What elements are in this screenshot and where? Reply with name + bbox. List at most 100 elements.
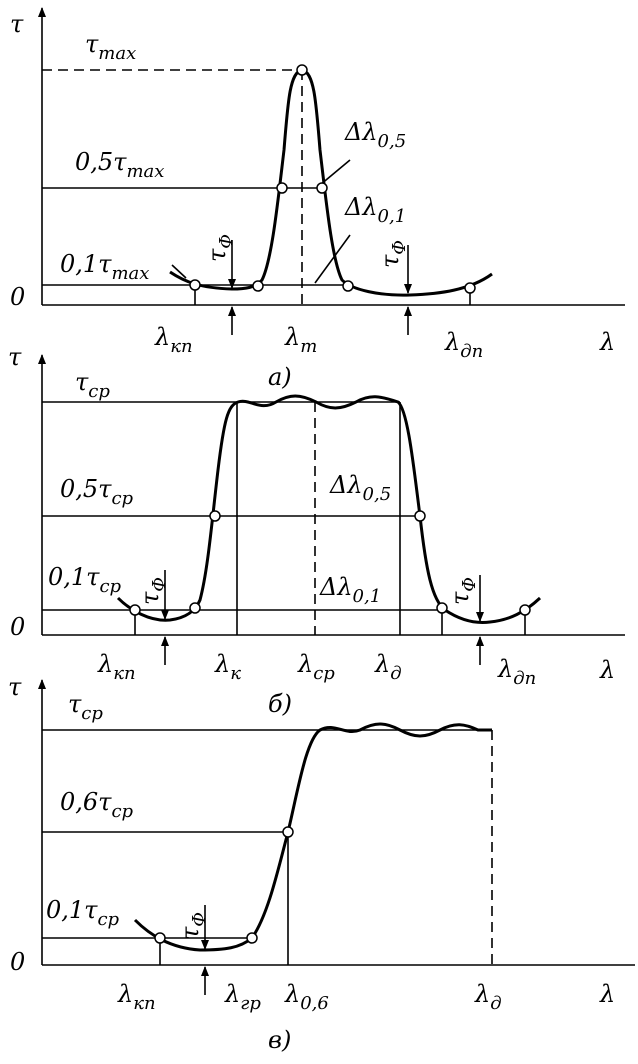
- label: 0: [10, 613, 25, 641]
- label-sub: Φ: [216, 234, 237, 249]
- label-main: λ: [154, 323, 170, 351]
- label-main: τ: [75, 368, 89, 396]
- label-sub: Φ: [389, 240, 410, 255]
- label: τср: [68, 690, 103, 724]
- label: Δλ0,1: [344, 193, 406, 227]
- label-main: Δλ: [329, 471, 363, 499]
- label: 0: [10, 948, 25, 976]
- label-sub: ср: [88, 381, 110, 402]
- label: 0: [10, 283, 25, 311]
- label: λк: [214, 650, 241, 684]
- label: λ: [599, 328, 615, 356]
- label-main: τ: [8, 673, 22, 701]
- label-main: τ: [446, 591, 474, 605]
- label: τΦ: [176, 912, 210, 940]
- label: λ0,6: [284, 980, 329, 1014]
- label-main: λ: [497, 655, 513, 683]
- label: Δλ0,5: [329, 471, 391, 505]
- label-sub: 0,6: [300, 993, 329, 1014]
- caption: а): [268, 363, 292, 391]
- label-sub: ср: [111, 801, 133, 822]
- label: τср: [75, 368, 110, 402]
- label-sub: кп: [113, 663, 135, 684]
- label: τΦ: [376, 240, 410, 268]
- label-main: τ: [8, 343, 22, 371]
- label-sub: д: [390, 663, 401, 684]
- label-main: λ: [117, 980, 133, 1008]
- label-sub: m: [300, 336, 317, 357]
- label: λкп: [97, 650, 136, 684]
- label-sub: 0,5: [363, 484, 392, 505]
- label-main: Δλ: [319, 573, 353, 601]
- label-main: λ: [214, 650, 230, 678]
- label-sub: д: [490, 993, 501, 1014]
- label-sub: 0,1: [353, 586, 382, 607]
- label: 0,1τср: [48, 563, 122, 597]
- label-sub: 0,1: [378, 206, 407, 227]
- label-sub: 0,5: [378, 131, 407, 152]
- label: λд: [374, 650, 402, 684]
- label: λгр: [224, 980, 261, 1014]
- label: λm: [284, 323, 317, 357]
- label: τ: [8, 673, 22, 701]
- label-main: λ: [284, 323, 300, 351]
- label-sub: гр: [240, 993, 261, 1014]
- label: 0,1τmax: [60, 250, 149, 284]
- label-main: λ: [599, 980, 615, 1008]
- label-sub: Φ: [459, 577, 480, 592]
- label: 0,6τср: [60, 788, 134, 822]
- label-sub: дп: [513, 668, 536, 689]
- label-main: 0: [10, 613, 25, 641]
- label: λкп: [117, 980, 156, 1014]
- label: 0,5τср: [60, 475, 134, 509]
- label-main: λ: [599, 328, 615, 356]
- label: 0,5τmax: [75, 148, 164, 182]
- label-main: λ: [374, 650, 390, 678]
- label: τΦ: [203, 234, 237, 262]
- label-main: λ: [599, 656, 615, 684]
- label: λдп: [497, 655, 536, 689]
- label-main: τ: [85, 30, 99, 58]
- label-main: λ: [297, 650, 313, 678]
- caption: б): [268, 690, 292, 718]
- label: λдп: [444, 328, 483, 362]
- label-main: τ: [68, 690, 82, 718]
- label: λд: [474, 980, 502, 1014]
- label: τΦ: [136, 577, 170, 605]
- label-sub: к: [230, 663, 241, 684]
- label-sub: ср: [97, 909, 119, 930]
- label-sub: ср: [313, 663, 335, 684]
- label-main: λ: [284, 980, 300, 1008]
- label-sub: ср: [111, 488, 133, 509]
- label-main: 0,1τ: [60, 250, 112, 278]
- label: λср: [297, 650, 335, 684]
- label-sub: Φ: [149, 577, 170, 592]
- label: λкп: [154, 323, 193, 357]
- label-main: 0: [10, 948, 25, 976]
- label-main: Δλ: [344, 193, 378, 221]
- label-sub: max: [126, 161, 164, 182]
- label-main: Δλ: [344, 118, 378, 146]
- label-main: τ: [136, 591, 164, 605]
- panel-a: [38, 7, 625, 335]
- label: τ: [10, 10, 24, 38]
- label: Δλ0,1: [319, 573, 381, 607]
- label: 0,1τср: [46, 896, 120, 930]
- label-main: 0: [10, 283, 25, 311]
- label-main: 0,5τ: [60, 475, 112, 503]
- label-main: 0,1τ: [48, 563, 100, 591]
- label-sub: дп: [460, 341, 483, 362]
- label-main: 0,5τ: [75, 148, 127, 176]
- label-main: τ: [176, 926, 204, 940]
- panel-b: [38, 354, 625, 665]
- label-sub: ср: [81, 703, 103, 724]
- label-sub: кп: [170, 336, 192, 357]
- label: τmax: [85, 30, 136, 64]
- label: Δλ0,5: [344, 118, 406, 152]
- label-sub: ср: [99, 576, 121, 597]
- label: τ: [8, 343, 22, 371]
- label: τΦ: [446, 577, 480, 605]
- label-main: λ: [224, 980, 240, 1008]
- label-main: λ: [97, 650, 113, 678]
